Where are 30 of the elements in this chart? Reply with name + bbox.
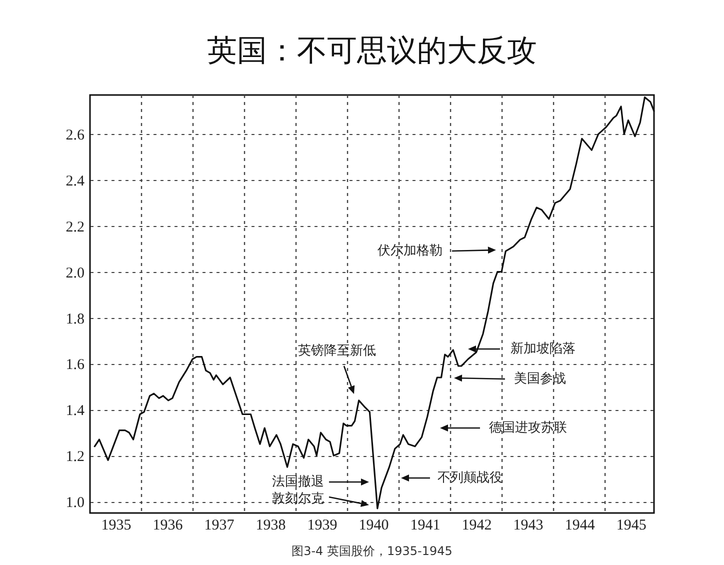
x-tick-label: 1940: [358, 518, 389, 534]
annotation: 美国参战: [514, 370, 566, 386]
y-tick-label: 2.4: [66, 173, 85, 190]
x-tick-label: 1938: [256, 518, 286, 534]
x-tick-label: 1939: [307, 518, 338, 534]
x-tick-label: 1941: [410, 518, 440, 534]
y-tick-label: 1.0: [66, 495, 84, 512]
y-tick-label: 2.2: [66, 219, 84, 236]
annotation: 伏尔加格勒: [378, 244, 442, 258]
x-tick-label: 1936: [152, 518, 184, 534]
y-tick-label: 1.4: [66, 403, 85, 420]
x-tick-label: 1944: [564, 518, 596, 534]
chart-title: 英国：不可思议的大反攻: [207, 33, 537, 68]
annotation: 德国进攻苏联: [489, 420, 567, 436]
annotation: 法国撤退: [272, 474, 324, 490]
y-tick-label: 1.8: [66, 311, 84, 328]
annotation: 英镑降至新低: [298, 344, 376, 358]
y-tick-label: 2.6: [66, 128, 85, 144]
x-tick-label: 1942: [462, 518, 492, 534]
x-tick-label: 1943: [513, 518, 544, 534]
caption: 图3-4 英国股价，1935-1945: [292, 544, 452, 558]
annotation: 敦刻尔克: [272, 492, 324, 506]
x-tick-label: 1935: [101, 518, 132, 534]
y-tick-label: 1.6: [66, 357, 85, 374]
y-tick-label: 2.0: [66, 265, 84, 282]
annotation: 不列颠战役: [438, 470, 502, 486]
x-tick-label: 1937: [204, 518, 235, 534]
annotation: 新加坡陷落: [510, 342, 576, 356]
x-tick-label: 1945: [616, 518, 646, 534]
y-tick-label: 1.2: [66, 449, 84, 466]
